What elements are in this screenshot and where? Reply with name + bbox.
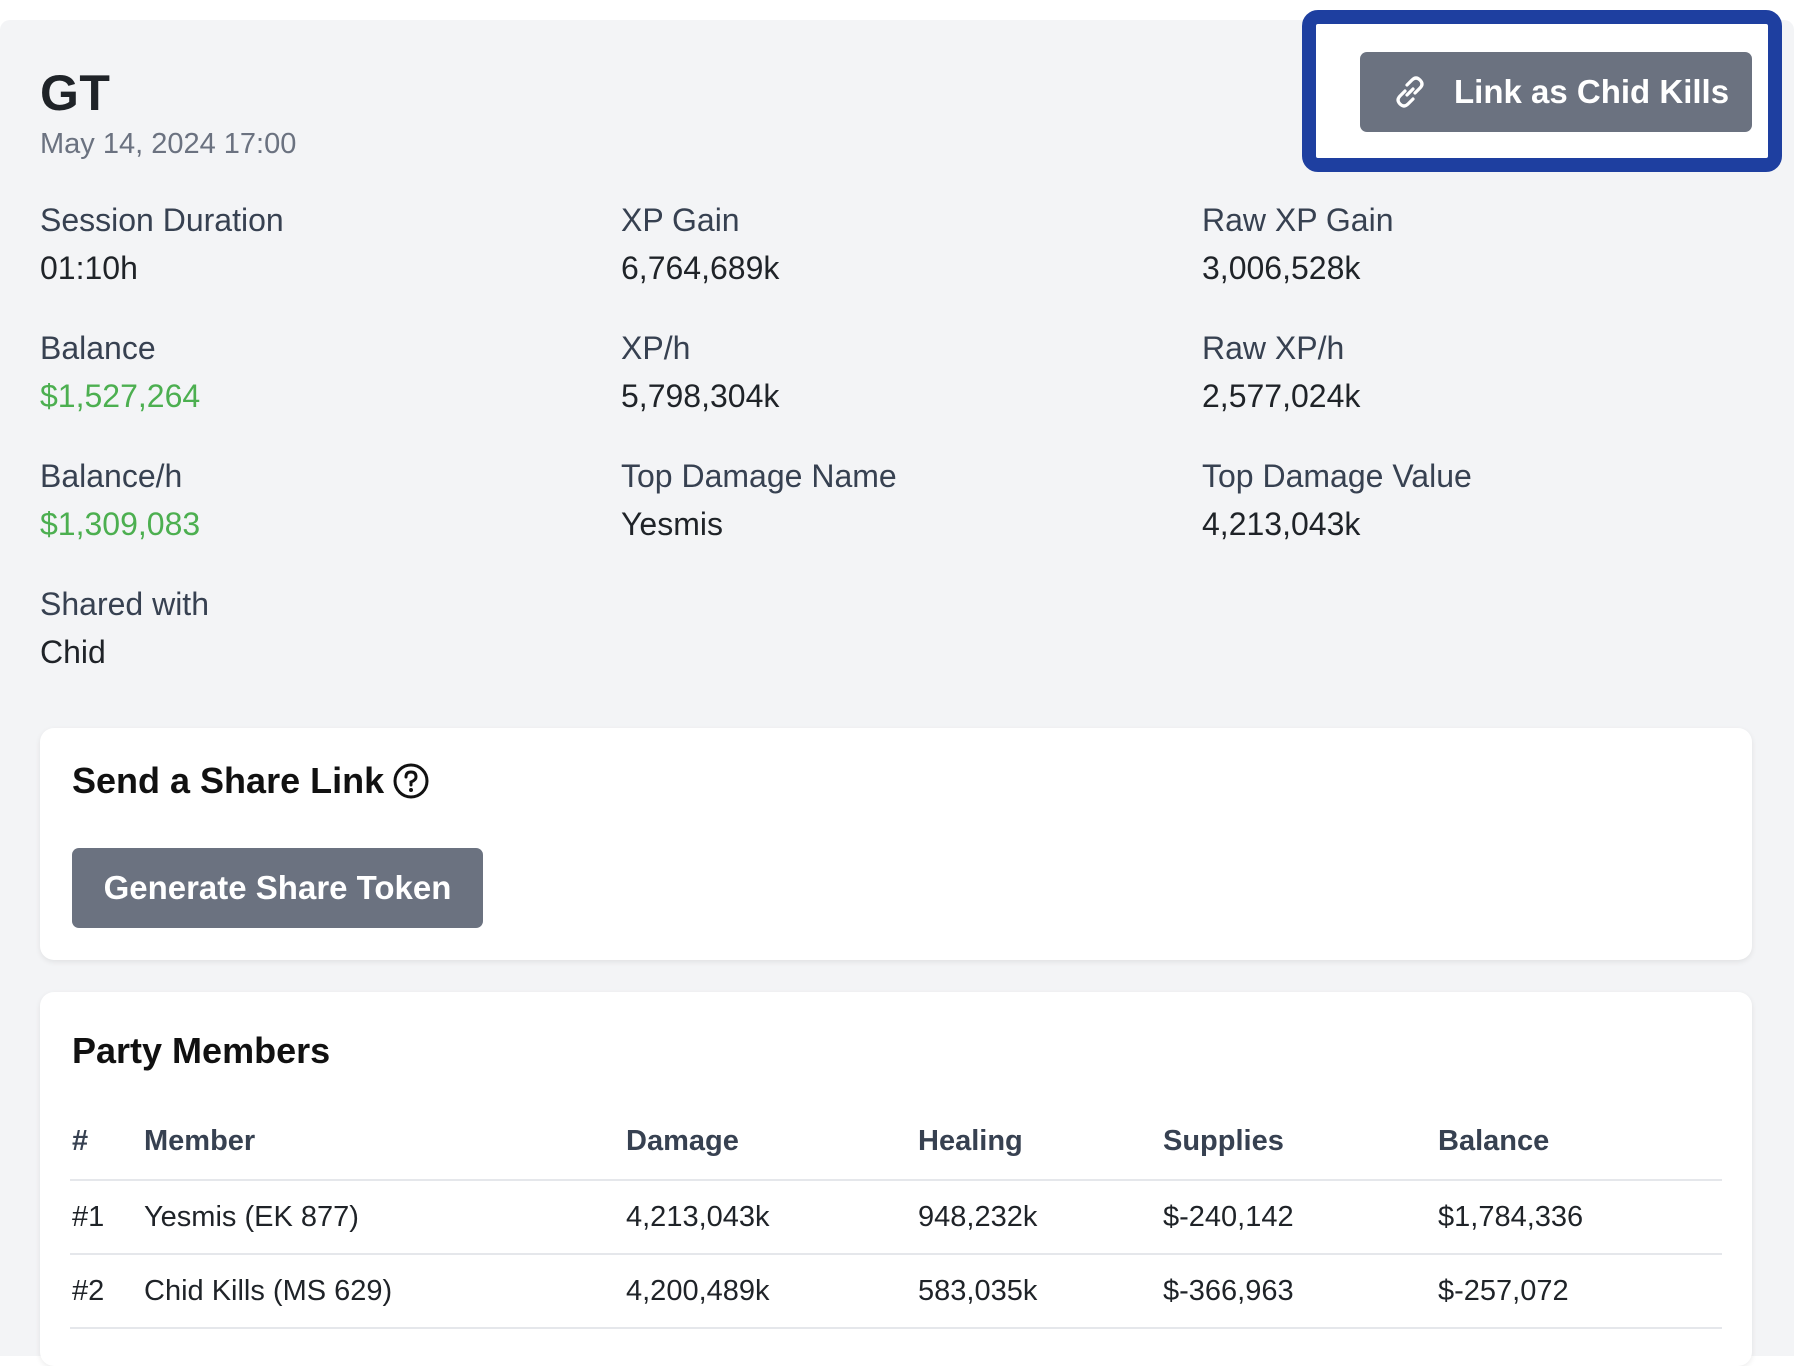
column-header-rank: # — [70, 1104, 142, 1181]
stat-value: Chid — [40, 634, 106, 670]
stat-balance-per-hour: Balance/h $1,309,083 — [40, 456, 600, 544]
link-as-chid-kills-button[interactable]: Link as Chid Kills — [1360, 52, 1752, 132]
table-row: #1 Yesmis (EK 877) 4,213,043k 948,232k $… — [70, 1180, 1722, 1255]
stat-label: Shared with — [40, 586, 209, 622]
stat-label: Balance/h — [40, 458, 183, 494]
session-title: GT — [40, 65, 111, 121]
stat-value: 3,006,528k — [1202, 250, 1361, 286]
stat-raw-xp-gain: Raw XP Gain 3,006,528k — [1202, 200, 1762, 288]
stat-label: Raw XP Gain — [1202, 202, 1394, 238]
cell-balance: $-257,072 — [1436, 1254, 1722, 1329]
session-date: May 14, 2024 17:00 — [40, 128, 297, 160]
cell-damage: 4,200,489k — [624, 1254, 916, 1329]
column-header-member: Member — [142, 1104, 624, 1181]
cell-supplies: $-240,142 — [1161, 1180, 1436, 1255]
stat-balance: Balance $1,527,264 — [40, 328, 600, 416]
share-link-title: Send a Share Link — [72, 760, 430, 802]
stat-session-duration: Session Duration 01:10h — [40, 200, 600, 288]
cell-supplies: $-366,963 — [1161, 1254, 1436, 1329]
stat-label: Session Duration — [40, 202, 284, 238]
stat-label: Top Damage Name — [621, 458, 897, 494]
cell-member: Yesmis (EK 877) — [142, 1180, 624, 1255]
stat-top-damage-value: Top Damage Value 4,213,043k — [1202, 456, 1762, 544]
share-link-card: Send a Share Link Generate Share Token — [40, 728, 1752, 960]
stat-shared-with: Shared with Chid — [40, 584, 600, 672]
stat-label: Raw XP/h — [1202, 330, 1345, 366]
cell-healing: 948,232k — [916, 1180, 1161, 1255]
stat-value: $1,309,083 — [40, 506, 201, 542]
stat-value: $1,527,264 — [40, 378, 201, 414]
stat-value: 4,213,043k — [1202, 506, 1361, 542]
column-header-damage: Damage — [624, 1104, 916, 1181]
stat-value: 6,764,689k — [621, 250, 780, 286]
question-circle-icon[interactable] — [392, 762, 430, 800]
party-members-title: Party Members — [72, 1030, 331, 1071]
column-header-balance: Balance — [1436, 1104, 1722, 1181]
cell-balance: $1,784,336 — [1436, 1180, 1722, 1255]
cell-member: Chid Kills (MS 629) — [142, 1254, 624, 1329]
share-link-title-text: Send a Share Link — [72, 760, 385, 801]
stat-xp-per-hour: XP/h 5,798,304k — [621, 328, 1181, 416]
party-members-table: # Member Damage Healing Supplies Balance… — [70, 1104, 1722, 1329]
party-members-card: Party Members # Member Damage Healing Su… — [40, 992, 1752, 1366]
column-header-healing: Healing — [916, 1104, 1161, 1181]
session-panel: GT May 14, 2024 17:00 Session Duration 0… — [0, 20, 1794, 1366]
stat-label: XP/h — [621, 330, 691, 366]
cell-healing: 583,035k — [916, 1254, 1161, 1329]
cell-rank: #1 — [70, 1180, 142, 1255]
stat-raw-xp-per-hour: Raw XP/h 2,577,024k — [1202, 328, 1762, 416]
table-header-row: # Member Damage Healing Supplies Balance — [70, 1104, 1722, 1181]
stat-label: Balance — [40, 330, 156, 366]
stat-value: 5,798,304k — [621, 378, 780, 414]
cell-rank: #2 — [70, 1254, 142, 1329]
stat-value: Yesmis — [621, 506, 723, 542]
cell-damage: 4,213,043k — [624, 1180, 916, 1255]
stat-value: 01:10h — [40, 250, 138, 286]
stat-label: Top Damage Value — [1202, 458, 1472, 494]
link-button-label: Link as Chid Kills — [1454, 73, 1730, 110]
column-header-supplies: Supplies — [1161, 1104, 1436, 1181]
link-icon — [1390, 72, 1430, 112]
stat-top-damage-name: Top Damage Name Yesmis — [621, 456, 1181, 544]
stat-label: XP Gain — [621, 202, 740, 238]
table-row: #2 Chid Kills (MS 629) 4,200,489k 583,03… — [70, 1254, 1722, 1329]
stat-xp-gain: XP Gain 6,764,689k — [621, 200, 1181, 288]
generate-share-token-button[interactable]: Generate Share Token — [72, 848, 483, 928]
stat-value: 2,577,024k — [1202, 378, 1361, 414]
